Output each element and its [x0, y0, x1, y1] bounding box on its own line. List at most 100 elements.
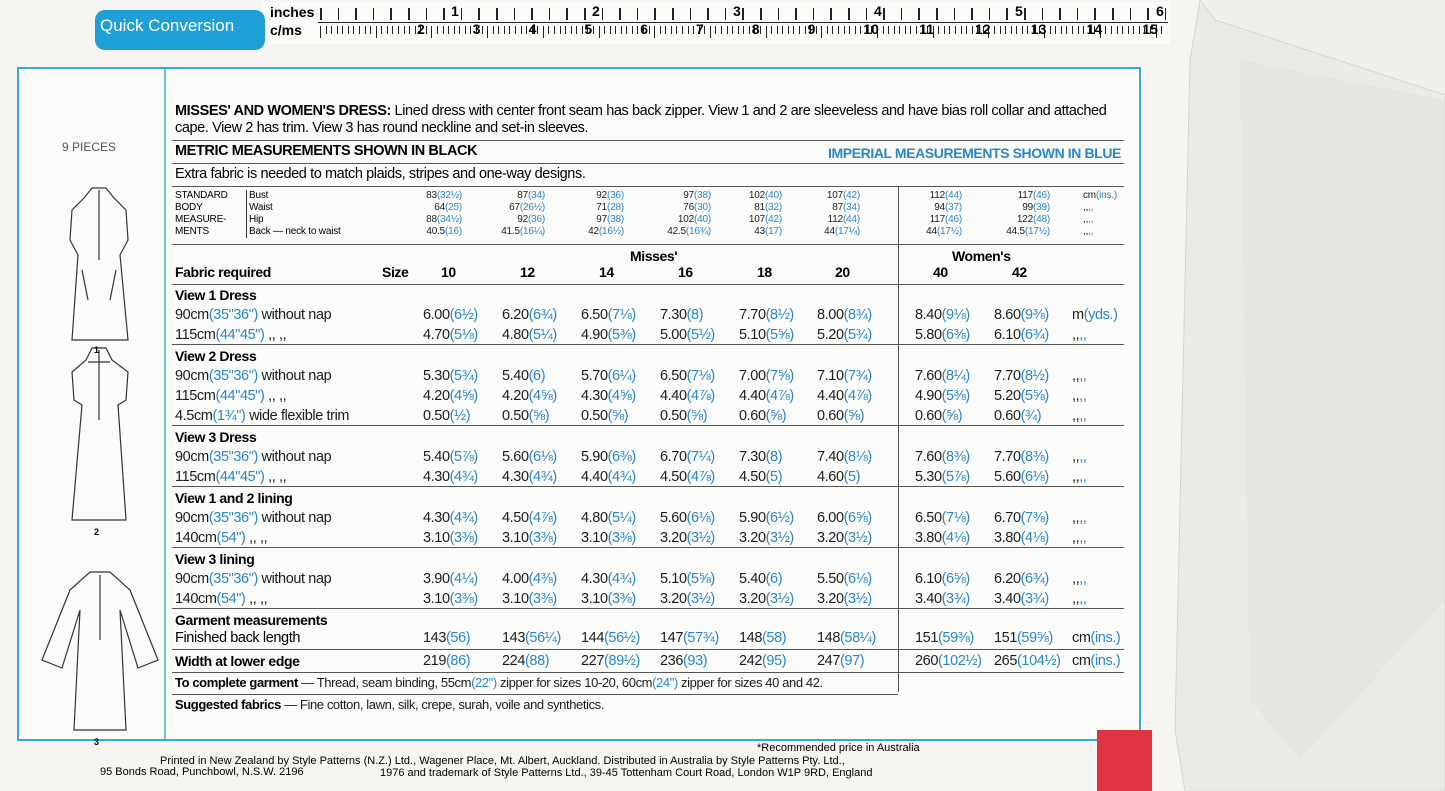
- inch-number: 4: [874, 3, 882, 19]
- body-measure-imperial: (39): [1033, 202, 1050, 213]
- cm-tick: [1005, 26, 1007, 34]
- body-measure-imperial: (34½): [436, 214, 462, 225]
- body-measure-imperial: (30): [694, 202, 711, 213]
- cm-tick: [871, 26, 873, 34]
- cm-tick: [782, 26, 784, 34]
- body-measure-metric: 94: [934, 202, 946, 213]
- cm-tick: [336, 26, 338, 34]
- row-label: 115cm(44"45") ,, ,,: [175, 387, 287, 405]
- value-metric: 3.10: [502, 591, 529, 607]
- note-title: To complete garment: [175, 675, 298, 690]
- value-cell: 5.70(6¼): [581, 367, 636, 385]
- value-cell: 4.40(4⅞): [817, 387, 872, 405]
- unit-cell: ,,,,: [1072, 387, 1087, 405]
- value-metric: 4.80: [502, 327, 529, 343]
- cm-tick: [993, 26, 995, 34]
- row-label-imperial: (54"): [216, 591, 246, 607]
- group-title: View 2 Dress: [175, 348, 257, 364]
- row-label-metric: 115cm: [175, 469, 216, 485]
- value-metric: 5.60: [660, 510, 687, 526]
- rule-line: [172, 186, 1124, 187]
- cm-tick: [1161, 26, 1163, 34]
- value-metric: 148: [739, 630, 762, 646]
- value-metric: 4.50: [502, 510, 529, 526]
- inch-tick: [918, 8, 920, 20]
- body-measure-metric: 92: [596, 190, 608, 201]
- value-imperial: (93): [683, 653, 708, 669]
- cm-tick: [631, 26, 633, 34]
- body-measure-metric: 71: [596, 202, 608, 213]
- inch-tick: [689, 8, 692, 20]
- value-metric: 6.00: [423, 307, 450, 323]
- value-metric: 227: [581, 653, 604, 669]
- body-measure-value: 117(46): [930, 214, 963, 226]
- value-cell: 4.20(4⅝): [502, 387, 557, 405]
- inch-tick: [1024, 8, 1026, 20]
- value-cell: 3.10(3⅜): [581, 590, 636, 608]
- cm-tick: [1133, 26, 1135, 34]
- value-cell: 6.00(6⅝): [817, 509, 872, 527]
- description-line-2: cape. View 2 has trim. View 3 has round …: [175, 120, 589, 136]
- row-label: 90cm(35"36") without nap: [175, 306, 332, 324]
- pieces-count: 9 PIECES: [62, 140, 117, 154]
- value-metric: 7.70: [994, 449, 1021, 465]
- value-imperial: (3½): [843, 530, 873, 546]
- body-measure-value: 97(38): [596, 214, 624, 226]
- value-imperial: (3⅜): [528, 591, 558, 607]
- cm-number: 14: [1086, 21, 1103, 37]
- row-label-imperial: (54"): [216, 530, 246, 546]
- value-imperial: (3⅜): [607, 530, 637, 546]
- inch-tick: [1112, 8, 1114, 20]
- body-measure-imperial: (16½): [598, 226, 624, 237]
- value-cell: 0.50(⅝): [660, 407, 708, 425]
- rule-line: [172, 163, 1124, 164]
- value-cell: 3.10(3⅜): [423, 529, 478, 547]
- cm-number: 4: [528, 21, 537, 37]
- body-label: MEASURE-: [175, 214, 227, 225]
- cm-tick: [604, 26, 606, 34]
- value-metric: 4.90: [915, 388, 942, 404]
- unit-cell: m(yds.): [1072, 306, 1118, 324]
- body-measure-unit-imperial: ,,: [1088, 226, 1094, 237]
- size-number: 40: [933, 264, 948, 280]
- value-cell: 4.80(5¼): [502, 326, 557, 344]
- value-metric: 143: [423, 630, 446, 646]
- row-label-text: ,, ,,: [268, 388, 287, 404]
- value-metric: 4.30: [581, 571, 608, 587]
- body-measure-name: Hip: [246, 214, 264, 226]
- value-metric: 7.40: [817, 449, 844, 465]
- cm-tick: [938, 26, 940, 34]
- value-cell: 6.50(7⅛): [915, 509, 970, 527]
- cm-tick: [843, 26, 845, 34]
- value-metric: 5.40: [423, 449, 450, 465]
- cm-tick: [904, 26, 906, 34]
- value-cell: 5.40(6): [502, 367, 546, 385]
- value-metric: 7.70: [994, 368, 1021, 384]
- rule-line: [172, 608, 1124, 609]
- row-label-text: without nap: [261, 571, 332, 587]
- note: Suggested fabrics — Fine cotton, lawn, s…: [175, 696, 604, 714]
- body-measure-value: 112(44): [828, 214, 861, 226]
- inch-tick: [848, 8, 850, 20]
- cm-tick: [838, 26, 839, 34]
- cm-tick: [793, 26, 795, 34]
- body-measure-metric: 102: [748, 190, 766, 201]
- inch-tick: [408, 8, 410, 20]
- body-measure-imperial: (16¾): [685, 226, 711, 237]
- cm-tick: [748, 26, 750, 34]
- value-metric: 4.50: [739, 469, 766, 485]
- cm-tick: [386, 26, 388, 34]
- cm-tick: [320, 26, 321, 38]
- row-label-metric: 140cm: [175, 530, 217, 546]
- value-imperial: (7⅛): [686, 368, 716, 384]
- value-metric: 4.80: [581, 510, 608, 526]
- body-measure-unit: ,,,,: [1083, 226, 1094, 238]
- rule-line: [172, 284, 898, 285]
- body-measure-unit-metric: ,,: [1083, 226, 1089, 237]
- value-metric: 6.50: [581, 307, 608, 323]
- value-cell: 6.20(6¾): [502, 306, 557, 324]
- cm-tick: [726, 26, 728, 34]
- unit-imperial: ,,: [1079, 591, 1087, 607]
- value-cell: 4.30(4¾): [502, 468, 557, 486]
- cm-tick: [676, 26, 678, 34]
